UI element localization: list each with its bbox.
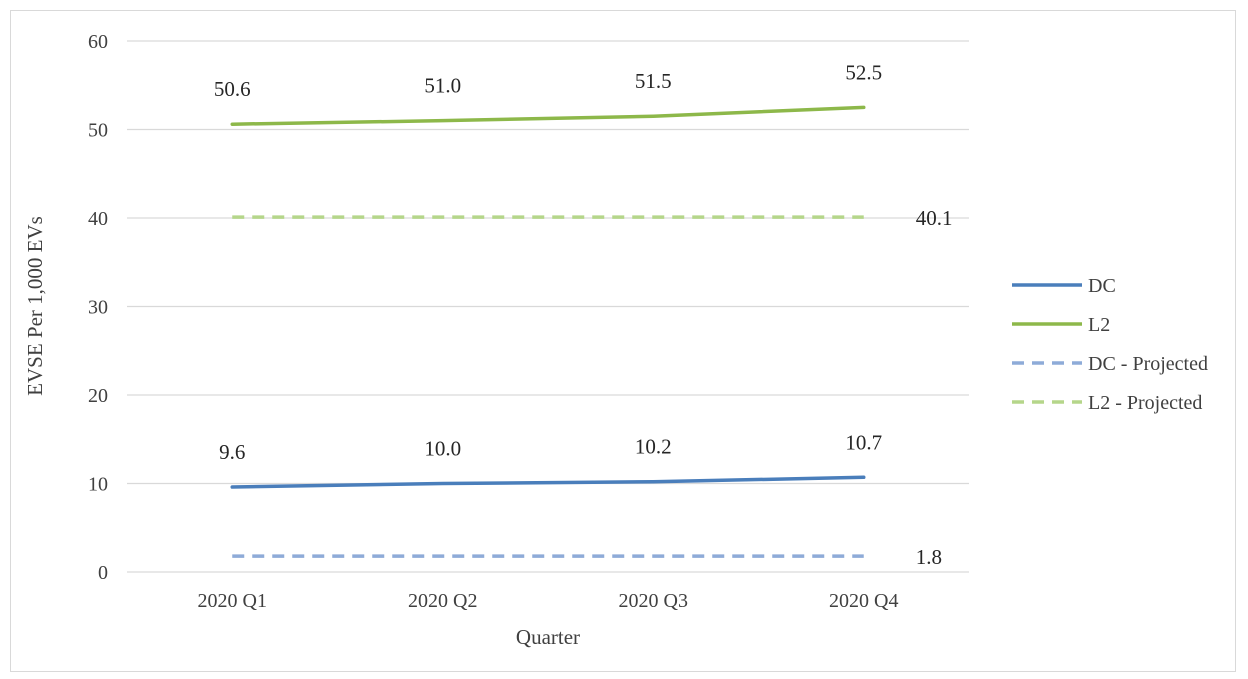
data-label-end: 40.1 [916, 206, 953, 230]
chart-frame [10, 10, 1236, 672]
y-tick-label: 40 [88, 208, 108, 230]
y-tick-label: 60 [88, 31, 108, 53]
y-tick-label: 0 [98, 562, 108, 584]
legend-label: L2 [1088, 314, 1110, 336]
data-labels: 9.6 10.0 10.2 10.7 50.6 51.0 51.5 52.5 1.8 40.1 [214, 60, 953, 569]
legend-label: DC - Projected [1088, 353, 1208, 375]
series-line-l2 [230, 105, 866, 126]
series-lines [230, 105, 866, 558]
y-tick-label: 10 [88, 474, 108, 496]
y-axis-ticks: 0 10 20 30 40 50 60 [88, 31, 108, 584]
data-label: 52.5 [845, 60, 882, 84]
legend: DC L2 DC - Projected L2 - Projected [1012, 275, 1208, 414]
x-tick-label: 2020 Q4 [829, 590, 898, 612]
data-label: 9.6 [219, 440, 245, 464]
data-label: 51.0 [424, 74, 461, 98]
y-tick-label: 20 [88, 385, 108, 407]
x-tick-label: 2020 Q2 [408, 590, 477, 612]
y-tick-label: 30 [88, 297, 108, 319]
series-line-dc [230, 475, 866, 489]
x-axis-title: Quarter [516, 625, 580, 649]
data-label-end: 1.8 [916, 545, 942, 569]
gridlines [127, 40, 969, 573]
x-axis-ticks: 2020 Q1 2020 Q2 2020 Q3 2020 Q4 [198, 590, 899, 612]
x-tick-label: 2020 Q1 [198, 590, 267, 612]
x-tick-label: 2020 Q3 [619, 590, 688, 612]
y-tick-label: 50 [88, 120, 108, 142]
data-label: 51.5 [635, 69, 672, 93]
legend-label: DC [1088, 275, 1116, 297]
y-axis-title: EVSE Per 1,000 EVs [23, 216, 47, 396]
data-label: 50.6 [214, 77, 251, 101]
data-label: 10.0 [424, 437, 461, 461]
data-label: 10.2 [635, 435, 672, 459]
data-label: 10.7 [845, 430, 882, 454]
legend-label: L2 - Projected [1088, 392, 1202, 414]
